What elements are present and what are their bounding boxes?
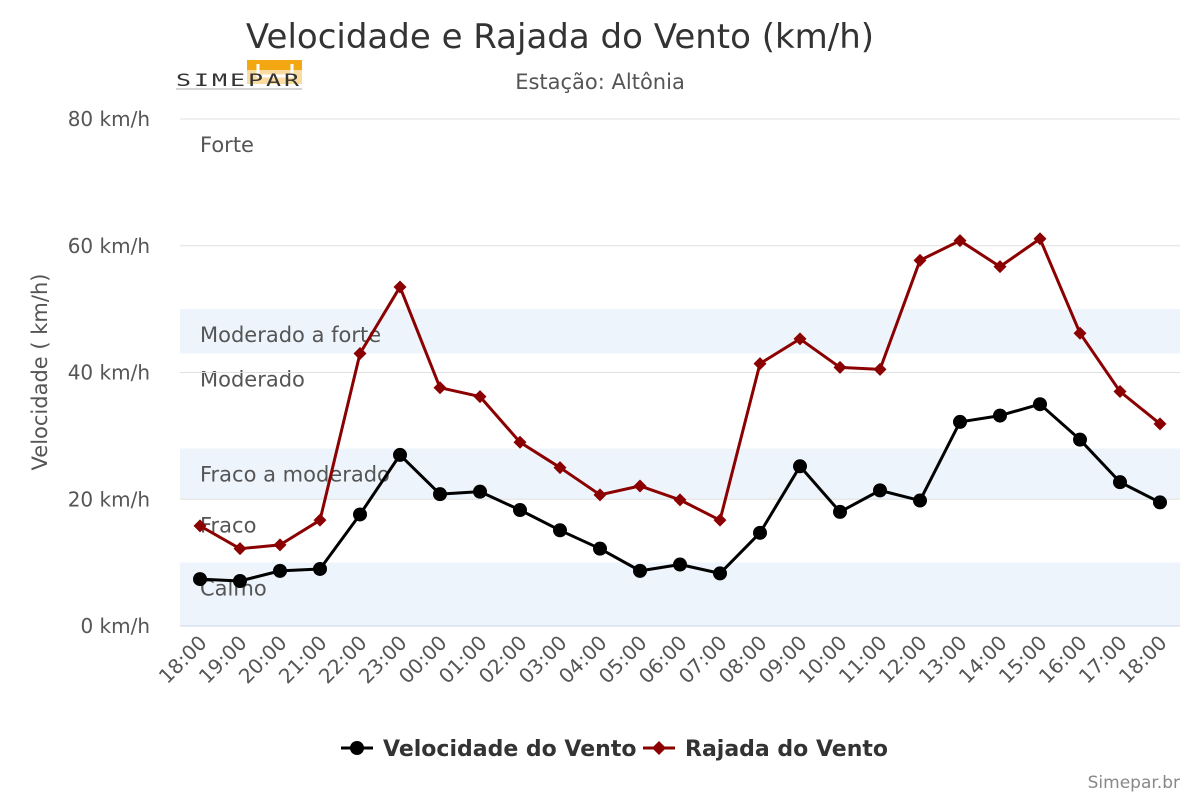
gust-point[interactable] — [633, 479, 647, 493]
speed-point[interactable] — [873, 483, 887, 498]
y-axis-label: Velocidade ( km/h) — [28, 274, 52, 471]
y-tick-label: 80 km/h — [68, 107, 150, 131]
gust-point[interactable] — [1153, 417, 1167, 431]
speed-point[interactable] — [513, 503, 527, 518]
chart-subtitle: Estação: Altônia — [515, 70, 685, 94]
gust-point[interactable] — [953, 234, 967, 248]
gust-point[interactable] — [913, 253, 927, 267]
band-label-fraco-a-moderado: Fraco a moderado — [200, 463, 390, 487]
speed-point[interactable] — [673, 557, 687, 572]
series-gust — [193, 232, 1167, 556]
speed-point[interactable] — [1153, 495, 1167, 510]
band-label-fraco: Fraco — [200, 513, 256, 537]
legend-speed-marker-icon — [350, 741, 364, 755]
legend-item-gust[interactable]: Rajada do Vento — [643, 737, 888, 762]
series-layer — [193, 232, 1167, 589]
gust-point[interactable] — [353, 346, 367, 360]
legend-speed-label: Velocidade do Vento — [383, 737, 636, 762]
band-moderado-a-forte — [180, 309, 1180, 354]
speed-point[interactable] — [793, 459, 807, 474]
speed-point[interactable] — [313, 561, 327, 576]
speed-point[interactable] — [1113, 475, 1127, 490]
speed-point[interactable] — [993, 408, 1007, 423]
gust-point[interactable] — [393, 280, 407, 294]
series-speed — [193, 397, 1167, 589]
speed-point[interactable] — [913, 493, 927, 508]
gust-point[interactable] — [313, 513, 327, 527]
gust-point[interactable] — [553, 461, 567, 475]
speed-point[interactable] — [833, 504, 847, 519]
band-label-forte: Forte — [200, 133, 254, 157]
speed-point[interactable] — [1033, 397, 1047, 412]
band-calmo — [180, 562, 1180, 626]
gust-point[interactable] — [473, 390, 487, 404]
speed-point[interactable] — [273, 563, 287, 578]
speed-point[interactable] — [353, 507, 367, 522]
legend-gust-label: Rajada do Vento — [685, 737, 888, 762]
gust-point[interactable] — [1073, 326, 1087, 340]
speed-point[interactable] — [713, 566, 727, 581]
gust-point[interactable] — [713, 513, 727, 527]
gust-point[interactable] — [513, 435, 527, 449]
legend-item-speed[interactable]: Velocidade do Vento — [341, 737, 636, 762]
gust-point[interactable] — [993, 260, 1007, 274]
simepar-logo: SIMEPAR — [176, 60, 302, 91]
gust-point[interactable] — [833, 360, 847, 374]
speed-point[interactable] — [1073, 432, 1087, 447]
band-fraco-a-moderado — [180, 448, 1180, 500]
speed-point[interactable] — [393, 447, 407, 462]
speed-point[interactable] — [233, 574, 247, 589]
chart-title: Velocidade e Rajada do Vento (km/h) — [246, 17, 874, 57]
speed-point[interactable] — [953, 414, 967, 429]
speed-point[interactable] — [593, 541, 607, 556]
gust-point[interactable] — [193, 519, 207, 533]
gust-point[interactable] — [1113, 385, 1127, 399]
grid-lines — [180, 118, 1180, 627]
gust-point[interactable] — [793, 332, 807, 346]
simepar-logo-text: SIMEPAR — [176, 71, 302, 91]
gust-point[interactable] — [593, 488, 607, 502]
legend-gust-marker-icon — [652, 741, 666, 755]
gust-point[interactable] — [1033, 232, 1047, 246]
gust-point[interactable] — [673, 493, 687, 507]
speed-point[interactable] — [553, 523, 567, 538]
speed-point[interactable] — [633, 563, 647, 578]
gust-point[interactable] — [433, 381, 447, 395]
speed-point[interactable] — [193, 572, 207, 587]
y-axis: 0 km/h 20 km/h 40 km/h 60 km/h 80 km/h — [68, 107, 150, 638]
band-label-moderado: Moderado — [200, 367, 305, 391]
y-tick-label: 20 km/h — [68, 487, 150, 511]
gust-point[interactable] — [753, 357, 767, 371]
x-axis: 18:0019:0020:0021:0022:0023:0000:0001:00… — [154, 631, 1172, 689]
gust-point[interactable] — [233, 542, 247, 556]
speed-point[interactable] — [753, 525, 767, 540]
y-tick-label: 60 km/h — [68, 234, 150, 258]
y-tick-label: 0 km/h — [80, 614, 150, 638]
band-label-moderado-a-forte: Moderado a forte — [200, 323, 381, 347]
legend: Velocidade do Vento Rajada do Vento — [341, 737, 888, 762]
gust-point[interactable] — [873, 362, 887, 376]
gust-point[interactable] — [273, 538, 287, 552]
credit-link[interactable]: Simepar.br — [1088, 773, 1180, 793]
speed-point[interactable] — [433, 487, 447, 502]
y-tick-label: 40 km/h — [68, 361, 150, 385]
speed-point[interactable] — [473, 484, 487, 499]
